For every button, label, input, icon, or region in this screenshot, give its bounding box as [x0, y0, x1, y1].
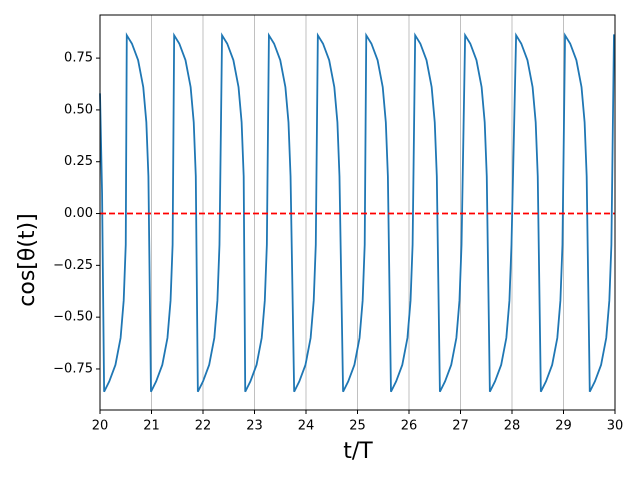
- x-tick-label: 29: [555, 419, 572, 434]
- x-tick-label: 30: [607, 419, 624, 434]
- x-tick-label: 27: [452, 419, 469, 434]
- y-tick-label: 0.00: [64, 206, 93, 221]
- y-tick-label: −0.75: [53, 361, 93, 376]
- y-tick-label: −0.25: [53, 258, 93, 273]
- y-tick-label: 0.50: [64, 102, 93, 117]
- x-tick-label: 23: [246, 419, 263, 434]
- x-tick-label: 22: [195, 419, 212, 434]
- x-tick-label: 20: [92, 419, 109, 434]
- x-tick-label: 28: [504, 419, 521, 434]
- data-line: [99, 32, 615, 393]
- y-axis-label: cos[θ(t)]: [15, 213, 40, 306]
- x-tick-label: 24: [298, 419, 315, 434]
- x-tick-label: 26: [401, 419, 418, 434]
- x-tick-label: 21: [143, 419, 160, 434]
- y-tick-label: 0.25: [64, 154, 93, 169]
- plot-frame: [99, 14, 616, 411]
- x-tick-label: 25: [349, 419, 366, 434]
- y-tick-label: −0.50: [53, 310, 93, 325]
- y-tick-label: 0.75: [64, 51, 93, 66]
- x-axis-label: t/T: [343, 439, 373, 464]
